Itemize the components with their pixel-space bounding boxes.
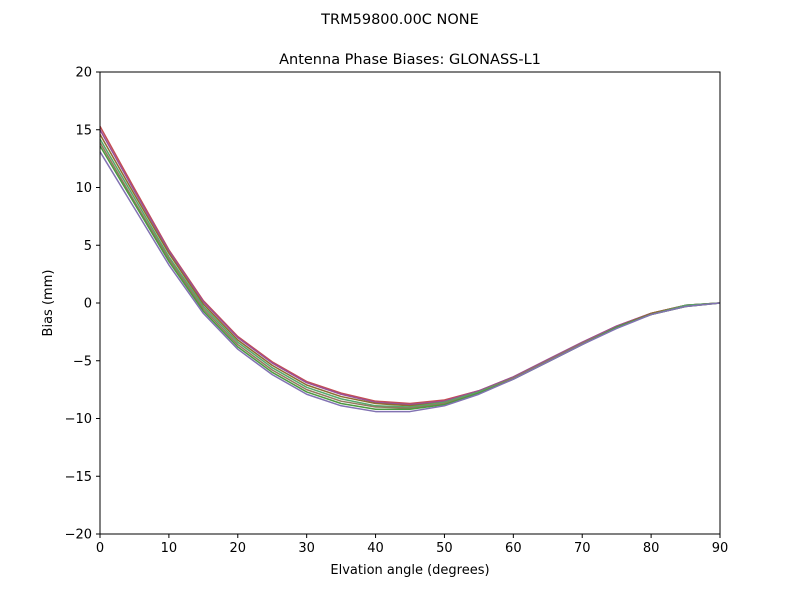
plot-frame (99, 71, 721, 535)
y-tick-label: −15 (65, 470, 92, 485)
x-tick-label: 80 (643, 541, 660, 556)
series-line-6 (99, 145, 721, 411)
series-line-7 (99, 151, 721, 413)
series-line-4 (99, 138, 721, 408)
x-tick-label: 40 (367, 541, 384, 556)
y-tick-label: 5 (84, 239, 92, 254)
x-tick-label: 30 (298, 541, 315, 556)
y-tick-label: 15 (75, 123, 92, 138)
x-tick-label: 50 (436, 541, 453, 556)
x-tick-label: 70 (574, 541, 591, 556)
x-tick-label: 90 (712, 541, 729, 556)
y-tick-label: 20 (75, 66, 92, 81)
series-line-3 (99, 133, 721, 407)
y-tick-label: 10 (75, 181, 92, 196)
y-tick-label: −5 (73, 354, 92, 369)
y-tick-label: −20 (65, 528, 92, 543)
x-tick-label: 0 (96, 541, 104, 556)
x-axis-label: Elvation angle (degrees) (330, 563, 489, 578)
x-axis-ticks: 0 10 20 30 40 50 60 70 80 90 (96, 534, 728, 556)
y-tick-label: −10 (65, 412, 92, 427)
x-tick-label: 10 (161, 541, 178, 556)
series-line-2 (99, 129, 721, 406)
x-tick-label: 20 (230, 541, 247, 556)
chart-title: Antenna Phase Biases: GLONASS-L1 (279, 52, 541, 68)
y-axis-label: Bias (mm) (41, 270, 56, 337)
figure-suptitle: TRM59800.00C NONE (320, 12, 479, 28)
x-tick-label: 60 (505, 541, 522, 556)
y-axis-ticks: −20 −15 −10 −5 0 5 10 15 20 (65, 66, 100, 543)
series-line-5 (99, 142, 721, 409)
series-line-1 (99, 125, 721, 405)
series-layer (99, 125, 721, 413)
y-tick-label: 0 (84, 297, 92, 312)
